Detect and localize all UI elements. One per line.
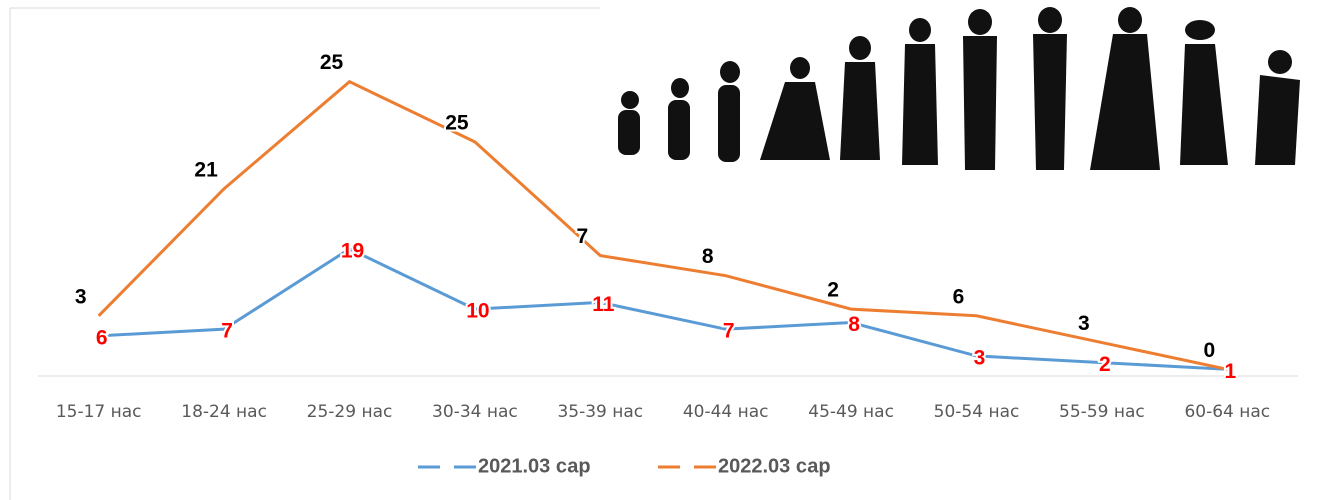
x-tick-label: 15-17 нас bbox=[56, 402, 142, 422]
data-label: 10 bbox=[466, 300, 489, 323]
data-label: 25 bbox=[320, 51, 344, 74]
data-label: 8 bbox=[702, 245, 714, 268]
data-label: 11 bbox=[592, 293, 615, 316]
x-tick-label: 55-59 нас bbox=[1059, 402, 1145, 422]
silhouettes bbox=[618, 7, 1300, 170]
data-label: 25 bbox=[445, 111, 469, 134]
data-label: 7 bbox=[723, 320, 735, 343]
x-tick-label: 45-49 нас bbox=[808, 402, 894, 422]
x-tick-label: 35-39 нас bbox=[557, 402, 643, 422]
x-tick-label: 30-34 нас bbox=[432, 402, 518, 422]
data-label: 8 bbox=[848, 313, 860, 336]
data-label: 21 bbox=[194, 158, 218, 181]
data-label: 0 bbox=[1203, 339, 1215, 362]
legend-label: 2022.03 сар bbox=[718, 455, 831, 477]
data-label: 6 bbox=[96, 326, 108, 349]
x-tick-label: 50-54 нас bbox=[934, 402, 1020, 422]
x-tick-label: 18-24 нас bbox=[181, 402, 267, 422]
frame bbox=[10, 8, 600, 500]
data-label: 3 bbox=[974, 346, 986, 369]
data-label: 2 bbox=[827, 279, 839, 302]
data-label: 3 bbox=[75, 285, 87, 308]
data-label: 2 bbox=[1099, 353, 1111, 376]
data-label: 7 bbox=[576, 225, 588, 248]
x-tick-label: 60-64 нас bbox=[1184, 402, 1270, 422]
data-label: 19 bbox=[341, 239, 364, 262]
x-tick-label: 40-44 нас bbox=[683, 402, 769, 422]
data-label: 3 bbox=[1078, 312, 1090, 335]
x-tick-label: 25-29 нас bbox=[307, 402, 393, 422]
data-label: 6 bbox=[953, 285, 965, 308]
chart: 15-17 нас 18-24 нас 25-29 нас 30-34 нас 35-3… bbox=[0, 0, 1317, 500]
legend-label: 2021.03 сар bbox=[478, 455, 591, 477]
data-label: 7 bbox=[221, 320, 233, 343]
data-label: 1 bbox=[1224, 360, 1236, 383]
